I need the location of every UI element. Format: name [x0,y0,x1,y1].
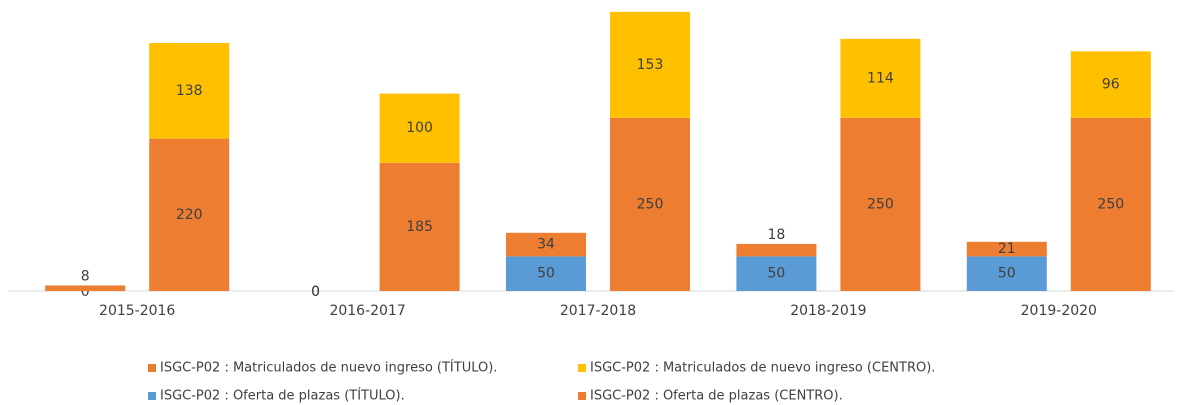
x-tick-label: 2019-2020 [1021,303,1097,319]
data-label: 34 [537,237,555,253]
data-label: 250 [867,196,894,212]
x-tick-label: 2018-2019 [790,303,866,319]
bar-segment [1070,51,1151,118]
legend-label: ISGC-P02 : Matriculados de nuevo ingreso… [590,361,935,376]
data-label: 100 [406,120,433,136]
bar-segment [1070,117,1151,291]
data-label: 0 [311,284,320,300]
data-label: 0 [311,284,320,300]
bar-segment [966,256,1047,291]
legend-label: ISGC-P02 : Matriculados de nuevo ingreso… [160,360,497,376]
data-label: 138 [176,83,203,99]
data-label: 250 [637,196,664,212]
bar-segment [736,256,817,291]
data-label: 50 [998,266,1016,282]
x-tick-label: 2016-2017 [329,303,405,319]
bar-segment [506,256,586,291]
legend-swatch [578,364,586,372]
bar-segment [45,285,126,291]
data-label: 153 [637,57,664,73]
data-label: 0 [81,284,90,300]
bar-segment [506,232,586,257]
bar-segment [840,38,921,118]
data-label: 96 [1102,77,1120,93]
data-label: 250 [1097,196,1124,212]
data-label: 185 [406,219,433,235]
bar-segment [610,117,690,291]
x-tick-label: 2017-2018 [560,303,636,319]
bar-segment [966,241,1047,257]
legend-swatch [148,364,156,372]
data-label: 18 [767,227,785,243]
x-tick-label: 2015-2016 [99,303,175,319]
data-label: 50 [537,266,555,282]
bar-segment [379,93,460,163]
legend-label: ISGC-P02 : Oferta de plazas (CENTRO). [590,389,843,404]
legend-swatch [578,392,586,400]
data-label: 8 [81,268,90,284]
bar-segment [736,243,817,257]
data-label: 50 [767,266,785,282]
bar-segment [610,11,690,118]
data-label: 114 [867,70,894,86]
legend-label: ISGC-P02 : Oferta de plazas (TÍTULO). [160,388,405,404]
data-label: 21 [998,241,1016,257]
bar-segment [840,117,921,291]
data-label: 220 [176,207,203,223]
bar-segment [149,138,230,291]
legend-swatch [148,392,156,400]
bar-segment [379,162,460,291]
bar-segment [149,43,230,139]
